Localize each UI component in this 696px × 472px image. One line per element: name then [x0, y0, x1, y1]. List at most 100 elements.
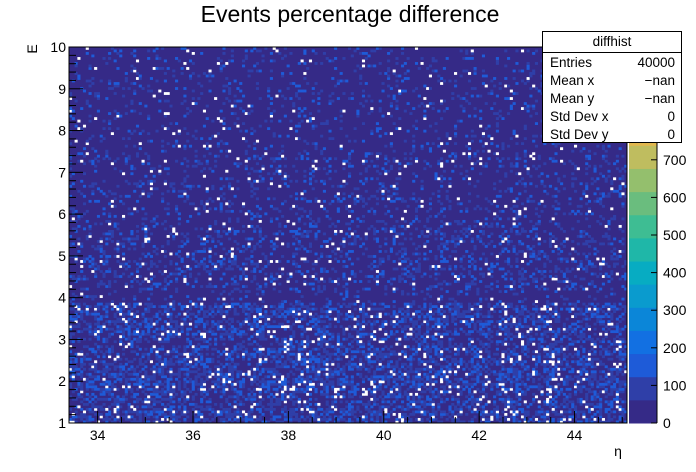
- heatmap-cell: [105, 305, 109, 308]
- heatmap-cell: [194, 345, 198, 349]
- heatmap-cell: [551, 372, 555, 376]
- heatmap-cell: [169, 405, 173, 409]
- heatmap-cell: [191, 402, 195, 406]
- heatmap-cell: [155, 322, 159, 326]
- heatmap-cell: [493, 360, 497, 364]
- heatmap-cell: [191, 332, 195, 336]
- heatmap-cell: [110, 362, 114, 366]
- heatmap-cell: [102, 397, 106, 401]
- heatmap-cell: [119, 420, 123, 424]
- heatmap-cell: [155, 367, 159, 371]
- heatmap-cell: [169, 305, 173, 308]
- heatmap-cell: [576, 380, 580, 384]
- heatmap-cell: [336, 382, 340, 386]
- heatmap-cell: [88, 407, 92, 411]
- heatmap-cell: [515, 392, 519, 396]
- heatmap-cell: [236, 327, 240, 331]
- heatmap-cell: [562, 355, 566, 359]
- heatmap-cell: [403, 327, 407, 331]
- heatmap-cell: [317, 372, 321, 376]
- heatmap-cell: [412, 370, 416, 374]
- heatmap-cell: [373, 385, 377, 389]
- heatmap-cell: [225, 312, 229, 316]
- heatmap-cell: [261, 315, 265, 319]
- heatmap-cell: [216, 412, 220, 416]
- heatmap-cell: [484, 322, 488, 326]
- heatmap-cell: [501, 380, 505, 384]
- heatmap-cell: [599, 415, 603, 419]
- heatmap-cell: [105, 385, 109, 389]
- heatmap-cell: [149, 360, 153, 364]
- heatmap-cell: [96, 375, 100, 379]
- heatmap-cell: [175, 330, 179, 334]
- heatmap-cell: [230, 282, 234, 286]
- heatmap-cell: [297, 350, 301, 354]
- heatmap-cell: [194, 347, 198, 351]
- heatmap-cell: [119, 312, 123, 316]
- heatmap-cell: [135, 365, 140, 369]
- heatmap-cell: [501, 367, 505, 371]
- heatmap-cell: [258, 312, 262, 316]
- heatmap-cell: [378, 327, 382, 331]
- heatmap-cell: [470, 385, 474, 389]
- heatmap-cell: [194, 415, 198, 419]
- heatmap-cell: [127, 387, 131, 391]
- heatmap-cell: [336, 335, 340, 339]
- heatmap-cell: [587, 360, 592, 364]
- heatmap-cell: [543, 350, 547, 354]
- heatmap-cell: [582, 415, 586, 419]
- heatmap-cell: [244, 295, 248, 298]
- heatmap-cell: [576, 325, 580, 329]
- heatmap-cell: [149, 335, 153, 339]
- heatmap-cell: [258, 370, 262, 374]
- heatmap-cell: [462, 330, 466, 334]
- heatmap-cell: [445, 380, 449, 384]
- heatmap-cell: [437, 307, 441, 311]
- heatmap-cell: [80, 357, 84, 361]
- heatmap-cell: [546, 387, 550, 391]
- heatmap-cell: [543, 330, 547, 334]
- heatmap-cell: [306, 312, 310, 316]
- heatmap-cell: [300, 325, 304, 329]
- heatmap-cell: [361, 392, 366, 396]
- heatmap-cell: [294, 407, 299, 411]
- heatmap-cell: [239, 392, 243, 396]
- heatmap-cell: [467, 282, 472, 286]
- heatmap-cell: [183, 317, 187, 321]
- heatmap-cell: [381, 337, 385, 341]
- heatmap-cell: [74, 357, 78, 361]
- heatmap-cell: [133, 297, 137, 301]
- heatmap-cell: [177, 367, 181, 371]
- heatmap-cell: [105, 320, 109, 324]
- heatmap-cell: [225, 380, 229, 384]
- heatmap-cell: [194, 370, 198, 374]
- heatmap-cell: [328, 317, 332, 321]
- heatmap-cell: [423, 390, 427, 394]
- heatmap-cell: [512, 352, 516, 356]
- heatmap-cell: [308, 307, 313, 311]
- heatmap-cell: [381, 377, 385, 381]
- heatmap-cell: [451, 382, 455, 386]
- heatmap-cell: [406, 292, 410, 296]
- heatmap-cell: [105, 362, 109, 366]
- heatmap-cell: [133, 420, 137, 424]
- heatmap-cell: [138, 382, 142, 386]
- heatmap-cell: [147, 327, 151, 331]
- heatmap-cell: [250, 405, 254, 409]
- heatmap-cell: [596, 337, 600, 341]
- heatmap-cell: [239, 345, 243, 349]
- heatmap-cell: [197, 387, 201, 391]
- heatmap-cell: [361, 387, 366, 391]
- heatmap-cell: [599, 410, 603, 414]
- heatmap-cell: [624, 380, 628, 384]
- heatmap-cell: [297, 377, 301, 381]
- heatmap-cell: [384, 330, 388, 334]
- heatmap-cell: [71, 390, 75, 394]
- heatmap-cell: [99, 412, 103, 416]
- heatmap-cell: [512, 370, 516, 374]
- heatmap-cell: [467, 360, 472, 364]
- heatmap-cell: [91, 362, 95, 366]
- heatmap-cell: [348, 347, 352, 351]
- heatmap-cell: [74, 302, 78, 306]
- heatmap-cell: [440, 332, 444, 336]
